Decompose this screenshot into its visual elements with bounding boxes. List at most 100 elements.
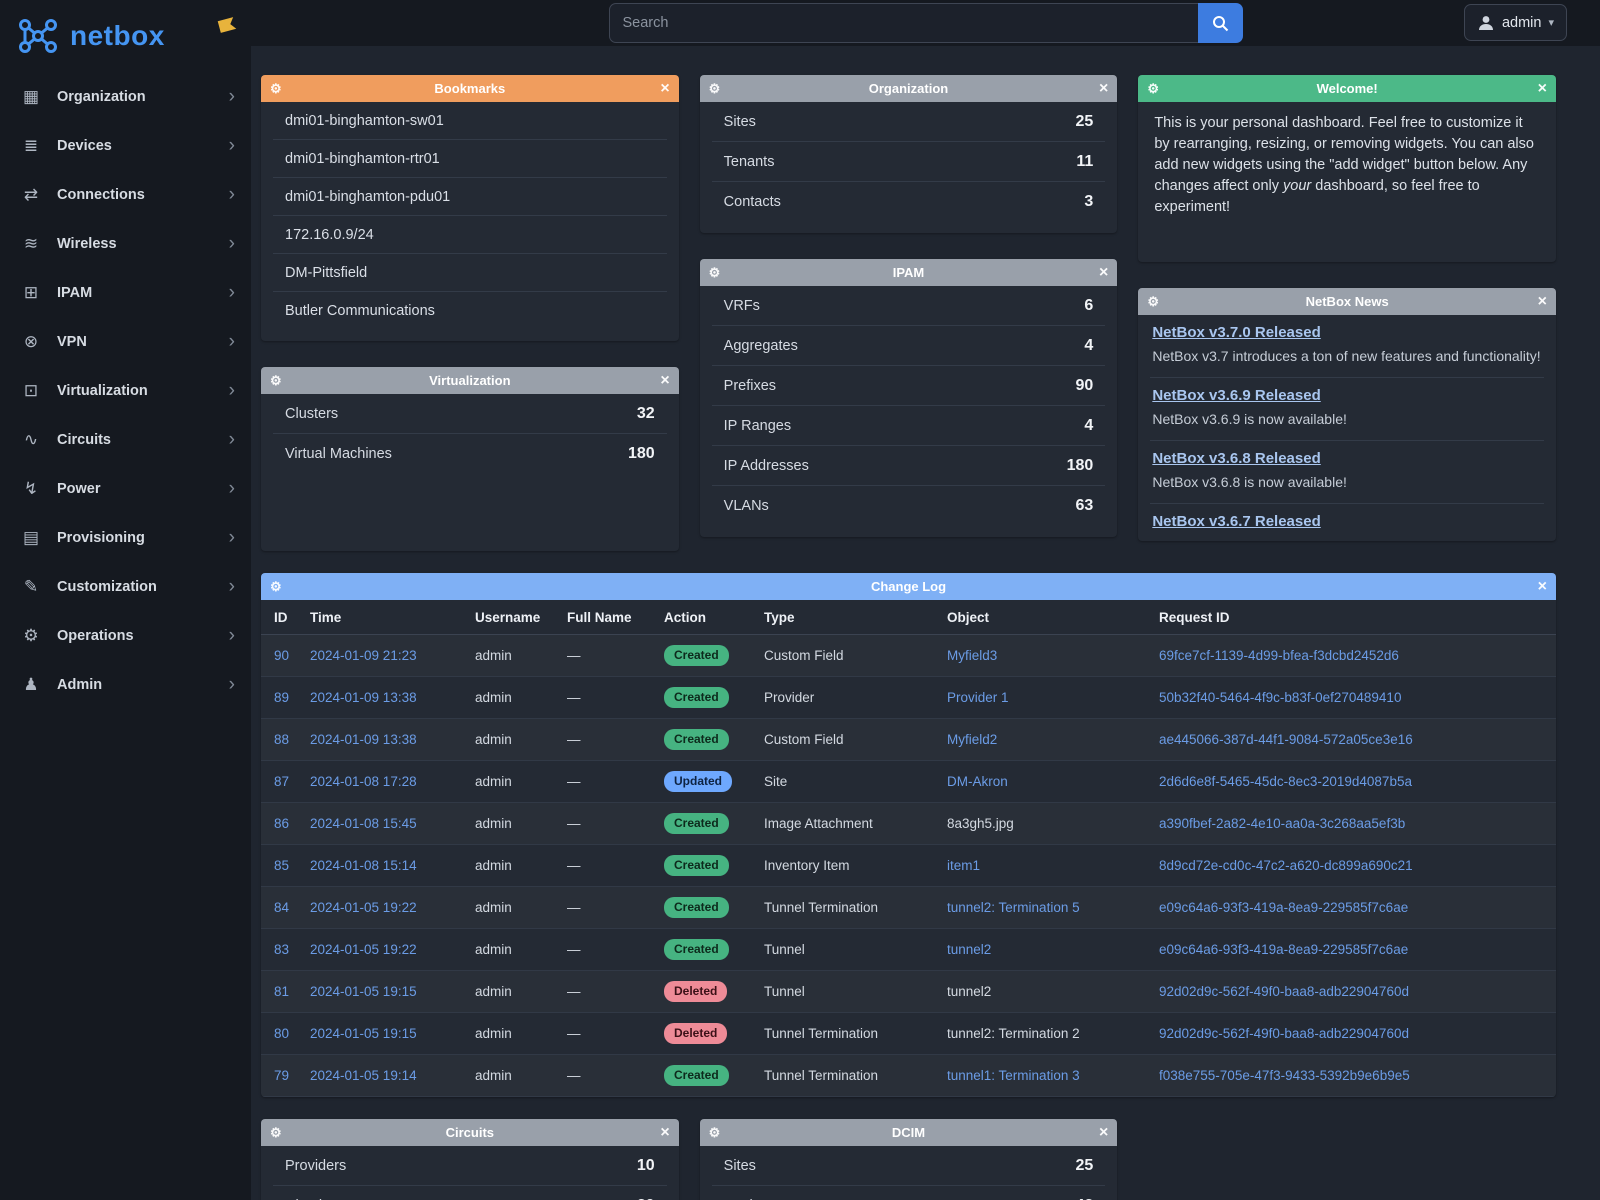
stat-value-link[interactable]: 32 [636, 404, 655, 422]
bookmark-link[interactable]: Butler Communications [285, 302, 435, 319]
sidebar-item-admin[interactable]: ♟ Admin › [0, 660, 251, 709]
widget-close-icon[interactable]: × [1537, 79, 1547, 97]
stat-value-link[interactable]: 11 [1076, 152, 1094, 170]
changelog-object-link[interactable]: tunnel2 [947, 942, 992, 957]
widget-close-icon[interactable]: × [1098, 79, 1109, 97]
widget-config-gear-icon[interactable]: ⚙ [270, 80, 282, 96]
stat-value-link[interactable]: 180 [627, 444, 655, 462]
changelog-object-link[interactable]: tunnel2: Termination 5 [947, 900, 1080, 915]
search-button[interactable] [1197, 3, 1243, 43]
changelog-object-link[interactable]: Myfield3 [947, 648, 998, 663]
changelog-request-id-link[interactable]: a390fbef-2a82-4e10-aa0a-3c268aa5ef3b [1159, 816, 1406, 831]
sidebar-item-virtualization[interactable]: ⊡ Virtualization › [0, 366, 251, 415]
sidebar-item-wireless[interactable]: ≋ Wireless › [0, 219, 251, 268]
changelog-object-link[interactable]: Myfield2 [947, 732, 998, 747]
changelog-time-link[interactable]: 2024-01-08 15:14 [310, 858, 417, 873]
widget-close-icon[interactable]: × [1537, 577, 1547, 595]
widget-config-gear-icon[interactable]: ⚙ [708, 1124, 721, 1140]
stat-value-link[interactable]: 4 [1084, 416, 1094, 434]
changelog-id-link[interactable]: 86 [274, 816, 290, 831]
sidebar-item-provisioning[interactable]: ▤ Provisioning › [0, 513, 251, 562]
changelog-request-id-link[interactable]: 8d9cd72e-cd0c-47c2-a620-dc899a690c21 [1159, 858, 1413, 873]
sidebar-item-vpn[interactable]: ⊗ VPN › [0, 317, 251, 366]
changelog-id-link[interactable]: 84 [274, 900, 290, 915]
widget-config-gear-icon[interactable]: ⚙ [1147, 293, 1159, 309]
news-title-link[interactable]: NetBox v3.6.8 Released [1152, 449, 1321, 467]
widget-close-icon[interactable]: × [1537, 292, 1547, 310]
bookmark-link[interactable]: 172.16.0.9/24 [273, 216, 667, 254]
changelog-time-link[interactable]: 2024-01-05 19:22 [310, 900, 417, 915]
widget-config-gear-icon[interactable]: ⚙ [1147, 80, 1159, 96]
changelog-time-link[interactable]: 2024-01-05 19:22 [310, 942, 417, 957]
changelog-time-link[interactable]: 2024-01-05 19:14 [310, 1068, 417, 1083]
widget-close-icon[interactable]: × [1098, 263, 1109, 281]
changelog-request-id-link[interactable]: 92d02d9c-562f-49f0-baa8-adb22904760d [1159, 984, 1409, 999]
changelog-id-link[interactable]: 83 [274, 942, 290, 957]
sidebar-item-operations[interactable]: ⚙ Operations › [0, 611, 251, 660]
sidebar-item-connections[interactable]: ⇄ Connections › [0, 170, 251, 219]
stat-value-link[interactable]: 180 [1066, 456, 1094, 474]
changelog-id-link[interactable]: 89 [274, 690, 290, 705]
widget-config-gear-icon[interactable]: ⚙ [708, 80, 721, 96]
sidebar-item-ipam[interactable]: ⊞ IPAM › [0, 268, 251, 317]
news-title-link[interactable]: NetBox v3.7.0 Released [1152, 324, 1321, 342]
bookmark-link[interactable]: DM-Pittsfield [273, 254, 667, 292]
stat-value-link[interactable]: 10 [636, 1156, 655, 1174]
changelog-time-link[interactable]: 2024-01-09 21:23 [310, 648, 417, 663]
changelog-time-link[interactable]: 2024-01-08 15:45 [310, 816, 417, 831]
changelog-id-link[interactable]: 79 [274, 1068, 290, 1083]
changelog-id-link[interactable]: 87 [274, 774, 290, 789]
changelog-time-link[interactable]: 2024-01-09 13:38 [310, 732, 417, 747]
stat-value-link[interactable]: 90 [1075, 376, 1094, 394]
changelog-object-link[interactable]: tunnel2: Termination 2 [947, 1026, 1080, 1041]
sidebar-item-circuits[interactable]: ∿ Circuits › [0, 415, 251, 464]
stat-value-link[interactable]: 6 [1084, 296, 1094, 314]
changelog-request-id-link[interactable]: 50b32f40-5464-4f9c-b83f-0ef270489410 [1159, 690, 1402, 705]
changelog-object-link[interactable]: Provider 1 [947, 690, 1009, 705]
stat-value-link[interactable]: 42 [1076, 1197, 1094, 1200]
user-menu-button[interactable]: admin ▾ [1463, 4, 1567, 41]
widget-close-icon[interactable]: × [660, 1123, 670, 1141]
stat-value-link[interactable]: 4 [1084, 336, 1094, 354]
widget-config-gear-icon[interactable]: ⚙ [270, 1124, 282, 1140]
sidebar-item-customization[interactable]: ✎ Customization › [0, 562, 251, 611]
changelog-request-id-link[interactable]: e09c64a6-93f3-419a-8ea9-229585f7c6ae [1159, 900, 1409, 915]
widget-config-gear-icon[interactable]: ⚙ [270, 372, 282, 388]
changelog-object-link[interactable]: tunnel2 [947, 984, 992, 999]
changelog-request-id-link[interactable]: ae445066-387d-44f1-9084-572a05ce3e16 [1159, 732, 1413, 747]
sidebar-item-organization[interactable]: ▦ Organization › [0, 72, 251, 121]
changelog-id-link[interactable]: 90 [274, 648, 290, 663]
changelog-object-link[interactable]: tunnel1: Termination 3 [947, 1068, 1080, 1083]
changelog-id-link[interactable]: 80 [274, 1026, 290, 1041]
sidebar-item-devices[interactable]: ≣ Devices › [0, 121, 251, 170]
search-input[interactable] [608, 3, 1198, 43]
changelog-time-link[interactable]: 2024-01-05 19:15 [310, 1026, 417, 1041]
widget-config-gear-icon[interactable]: ⚙ [708, 264, 721, 280]
changelog-request-id-link[interactable]: 69fce7cf-1139-4d99-bfea-f3dcbd2452d6 [1159, 648, 1399, 663]
widget-close-icon[interactable]: × [1098, 1123, 1109, 1141]
changelog-object-link[interactable]: item1 [947, 858, 981, 873]
changelog-id-link[interactable]: 88 [274, 732, 290, 747]
changelog-request-id-link[interactable]: 2d6d6e8f-5465-45dc-8ec3-2019d4087b5a [1159, 774, 1412, 789]
bookmark-link[interactable]: dmi01-binghamton-pdu01 [273, 178, 667, 216]
changelog-request-id-link[interactable]: 92d02d9c-562f-49f0-baa8-adb22904760d [1159, 1026, 1409, 1041]
changelog-request-id-link[interactable]: e09c64a6-93f3-419a-8ea9-229585f7c6ae [1159, 942, 1409, 957]
brand-link[interactable]: netbox [0, 0, 251, 72]
stat-value-link[interactable]: 63 [1075, 496, 1094, 514]
changelog-request-id-link[interactable]: f038e755-705e-47f3-9433-5392b9e6b9e5 [1159, 1068, 1410, 1083]
changelog-time-link[interactable]: 2024-01-05 19:15 [310, 984, 417, 999]
bookmark-link[interactable]: dmi01-binghamton-rtr01 [273, 140, 667, 178]
widget-config-gear-icon[interactable]: ⚙ [270, 578, 282, 594]
news-title-link[interactable]: NetBox v3.6.9 Released [1152, 386, 1321, 404]
stat-value-link[interactable]: 25 [1075, 1156, 1094, 1174]
news-title-link[interactable]: NetBox v3.6.7 Released [1152, 512, 1321, 530]
stat-value-link[interactable]: 25 [1075, 112, 1094, 130]
changelog-object-link[interactable]: DM-Akron [947, 774, 1008, 789]
widget-close-icon[interactable]: × [660, 371, 670, 389]
stat-value-link[interactable]: 29 [637, 1197, 655, 1200]
changelog-time-link[interactable]: 2024-01-09 13:38 [310, 690, 417, 705]
bookmark-link[interactable]: dmi01-binghamton-sw01 [273, 102, 667, 140]
stat-value-link[interactable]: 3 [1084, 192, 1094, 210]
changelog-time-link[interactable]: 2024-01-08 17:28 [310, 774, 417, 789]
changelog-object-link[interactable]: 8a3gh5.jpg [947, 816, 1014, 831]
